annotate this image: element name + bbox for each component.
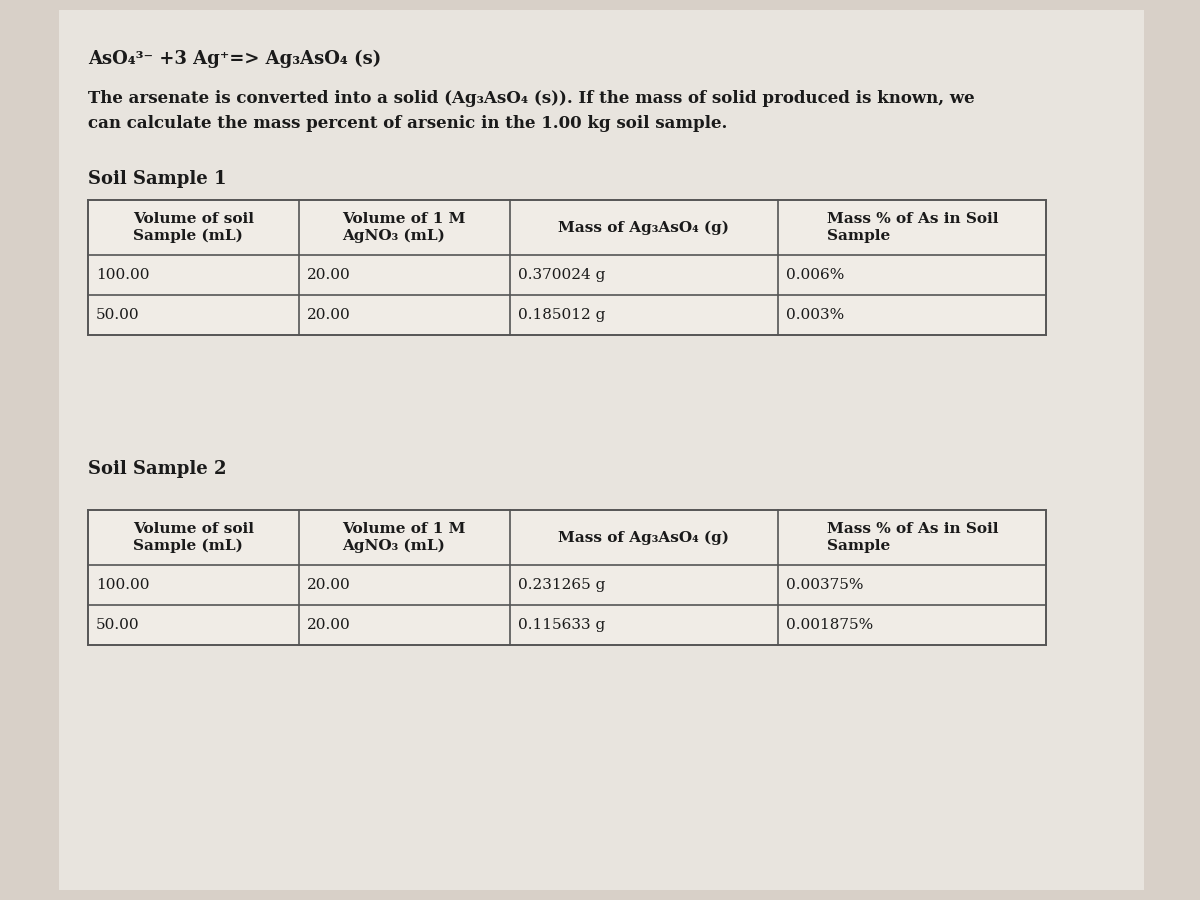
- Text: 100.00: 100.00: [96, 578, 149, 592]
- Text: AsO₄³⁻ +3 Ag⁺=> Ag₃AsO₄ (s): AsO₄³⁻ +3 Ag⁺=> Ag₃AsO₄ (s): [88, 50, 382, 68]
- Text: Mass % of As in Soil
Sample: Mass % of As in Soil Sample: [827, 522, 998, 553]
- Text: 0.00375%: 0.00375%: [786, 578, 864, 592]
- Text: 20.00: 20.00: [307, 268, 350, 282]
- Text: 0.370024 g: 0.370024 g: [517, 268, 605, 282]
- Text: Volume of soil
Sample (mL): Volume of soil Sample (mL): [133, 522, 254, 553]
- Text: 20.00: 20.00: [307, 618, 350, 632]
- Text: 100.00: 100.00: [96, 268, 149, 282]
- Text: Soil Sample 1: Soil Sample 1: [88, 170, 227, 188]
- Text: 0.185012 g: 0.185012 g: [517, 308, 605, 322]
- Text: can calculate the mass percent of arsenic in the 1.00 kg soil sample.: can calculate the mass percent of arseni…: [88, 115, 727, 132]
- Text: Volume of soil
Sample (mL): Volume of soil Sample (mL): [133, 212, 254, 243]
- Text: 0.231265 g: 0.231265 g: [517, 578, 605, 592]
- Text: Mass % of As in Soil
Sample: Mass % of As in Soil Sample: [827, 212, 998, 243]
- Text: 0.115633 g: 0.115633 g: [517, 618, 605, 632]
- Text: 50.00: 50.00: [96, 308, 139, 322]
- Text: Mass of Ag₃AsO₄ (g): Mass of Ag₃AsO₄ (g): [558, 530, 730, 544]
- FancyBboxPatch shape: [88, 200, 1046, 335]
- FancyBboxPatch shape: [88, 510, 1046, 645]
- Text: 0.006%: 0.006%: [786, 268, 845, 282]
- Text: The arsenate is converted into a solid (Ag₃AsO₄ (s)). If the mass of solid produ: The arsenate is converted into a solid (…: [88, 90, 974, 107]
- Text: 0.003%: 0.003%: [786, 308, 844, 322]
- Text: 20.00: 20.00: [307, 578, 350, 592]
- FancyBboxPatch shape: [59, 10, 1145, 890]
- Text: Soil Sample 2: Soil Sample 2: [88, 460, 227, 478]
- Text: Mass of Ag₃AsO₄ (g): Mass of Ag₃AsO₄ (g): [558, 220, 730, 235]
- Text: Volume of 1 M
AgNO₃ (mL): Volume of 1 M AgNO₃ (mL): [342, 522, 466, 553]
- Text: Volume of 1 M
AgNO₃ (mL): Volume of 1 M AgNO₃ (mL): [342, 212, 466, 243]
- Text: 20.00: 20.00: [307, 308, 350, 322]
- Text: 0.001875%: 0.001875%: [786, 618, 874, 632]
- Text: 50.00: 50.00: [96, 618, 139, 632]
